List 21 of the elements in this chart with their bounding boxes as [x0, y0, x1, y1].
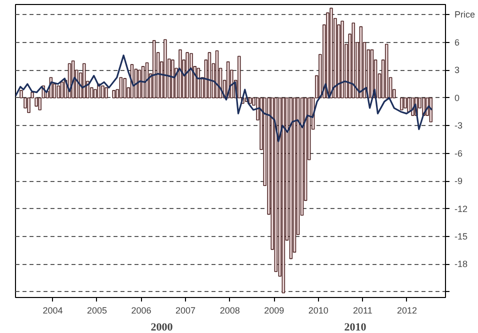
x-tick-label: 2007: [176, 306, 196, 316]
x-tick-label: 2009: [264, 306, 284, 316]
x-tick-label: 2008: [220, 306, 240, 316]
x-tick-label: 2012: [396, 306, 417, 316]
y-tick-label: 3: [454, 65, 460, 76]
x-tick-label: 2005: [86, 306, 108, 316]
x-tick-label: 2010: [308, 306, 328, 316]
x-tick-label: 2006: [131, 306, 152, 316]
y-tick-label: 0: [454, 92, 460, 103]
x-tick-label: 2004: [42, 306, 63, 316]
y-tick-label: 6: [454, 37, 460, 48]
y-tick-label: -15: [454, 231, 468, 242]
y-tick-label: -3: [454, 120, 463, 131]
x-tick-label: 2011: [353, 306, 372, 316]
y-tick-label: Price: [454, 10, 476, 20]
y-tick-label: -18: [454, 259, 468, 270]
y-tick-label: -9: [454, 176, 463, 186]
y-tick-label: -6: [454, 148, 463, 158]
y-tick-label: -12: [454, 204, 468, 214]
text: 2000: [150, 322, 174, 333]
text: 2010: [344, 322, 367, 333]
